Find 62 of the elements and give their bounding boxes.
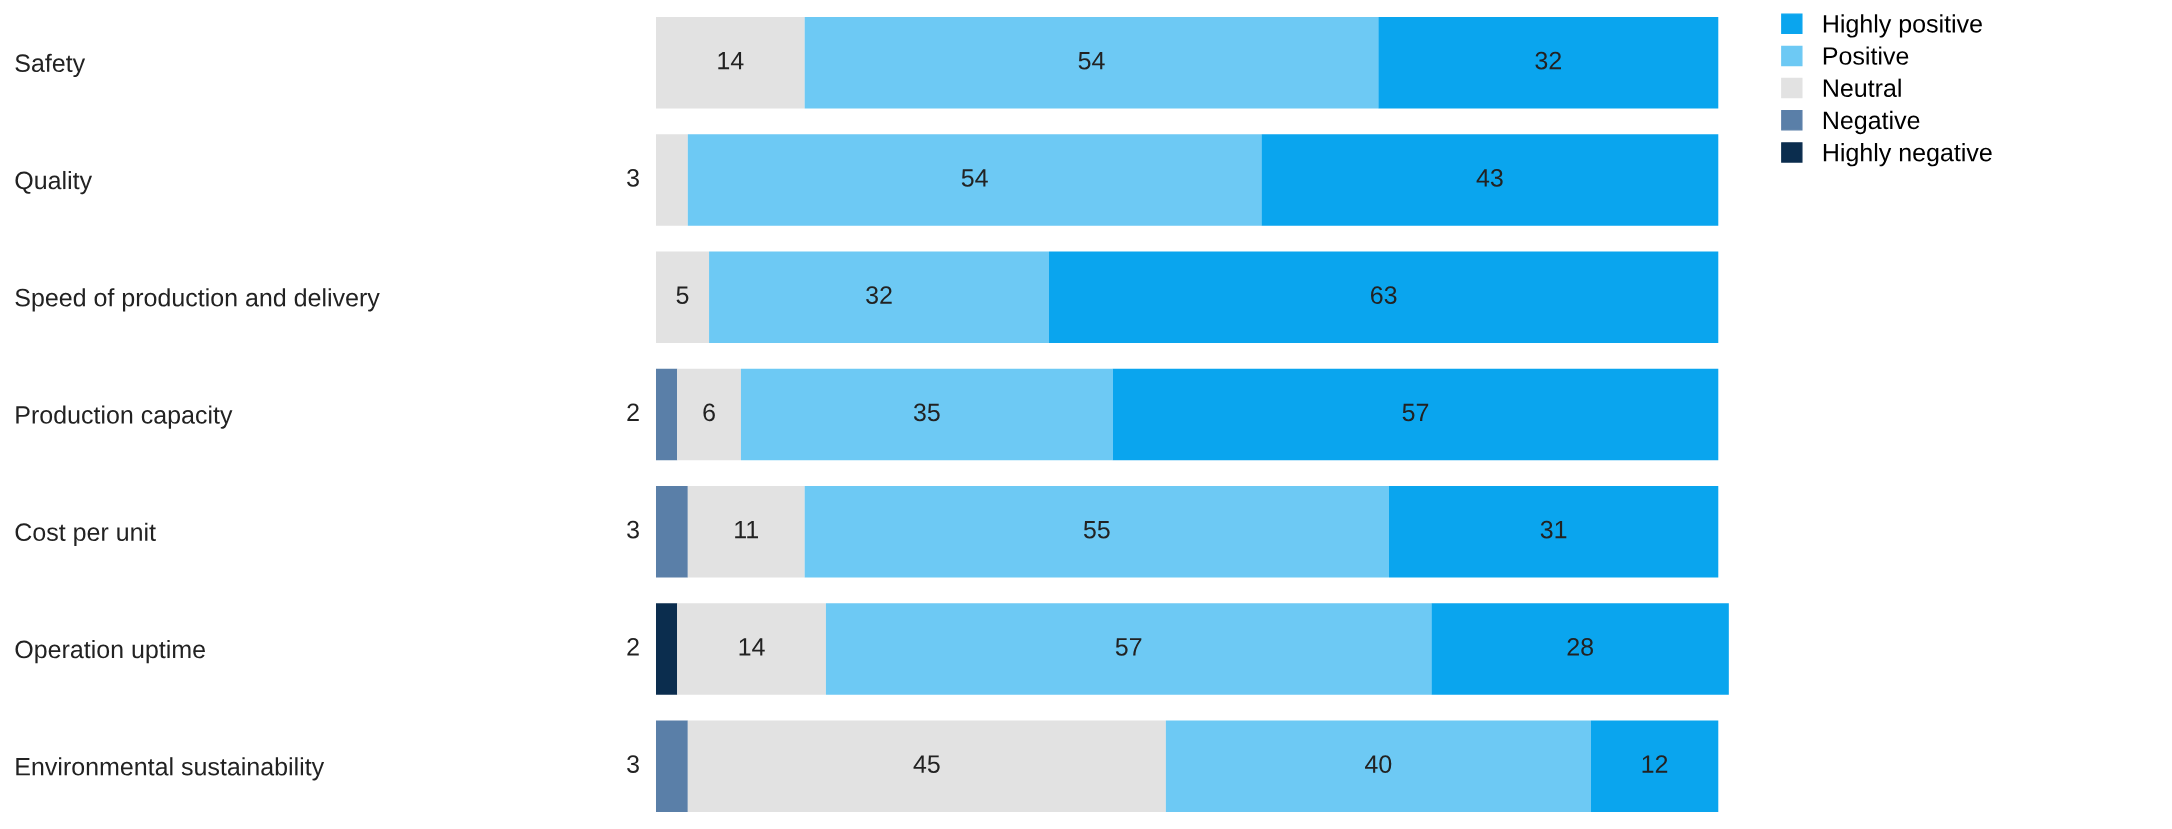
bar — [677, 368, 741, 461]
bar — [1590, 720, 1719, 812]
bar — [655, 368, 678, 461]
data-label: 45 — [913, 755, 940, 773]
bar — [1431, 603, 1729, 695]
y-tick-label: Safety — [15, 53, 86, 78]
data-label: 14 — [718, 52, 744, 70]
bar — [1378, 17, 1719, 109]
data-label: 5 — [676, 286, 689, 304]
bar — [655, 134, 688, 226]
bar — [687, 134, 1262, 226]
data-label: 54 — [961, 169, 988, 187]
data-label: 32 — [1535, 51, 1561, 70]
legend-label: Neutral — [1823, 78, 1901, 98]
y-tick-label: Speed of production and delivery — [15, 288, 380, 312]
data-label: 6 — [703, 403, 715, 422]
bar — [1049, 251, 1719, 343]
bar — [740, 368, 1113, 461]
data-label: 28 — [1567, 638, 1593, 656]
data-label: 57 — [1402, 403, 1429, 422]
y-tick-label: Quality — [15, 170, 93, 195]
data-label: 55 — [1083, 521, 1110, 539]
data-label: 3 — [627, 755, 639, 773]
data-label: 57 — [1115, 638, 1142, 656]
data-label: 2 — [627, 638, 639, 656]
bar — [655, 486, 688, 578]
data-label: 40 — [1365, 755, 1392, 773]
bar — [1388, 486, 1719, 578]
y-tick-label: Environmental sustainability — [16, 757, 325, 781]
bar — [1261, 134, 1719, 226]
data-label: 11 — [735, 521, 759, 539]
bar — [687, 486, 805, 578]
y-tick-label: Production capacity — [16, 405, 233, 429]
legend-label: Negative — [1823, 110, 1920, 135]
data-label: 12 — [1642, 755, 1668, 773]
bar — [655, 251, 710, 343]
bar — [709, 251, 1050, 343]
bar — [1112, 368, 1719, 461]
data-label: 31 — [1540, 520, 1567, 539]
data-label: 2 — [627, 403, 639, 421]
bar — [687, 720, 1166, 812]
data-label: 54 — [1078, 52, 1105, 70]
data-label: 63 — [1371, 286, 1397, 304]
data-label: 3 — [627, 520, 639, 539]
bar — [804, 486, 1389, 578]
data-label: 32 — [866, 286, 892, 304]
bar — [655, 603, 678, 695]
data-label: 35 — [913, 403, 940, 422]
bar — [655, 17, 805, 109]
legend-label: Highly positive — [1823, 14, 1982, 38]
data-label: 3 — [627, 169, 639, 187]
bar — [1165, 720, 1591, 812]
bar — [804, 17, 1379, 109]
legend-label: Positive — [1823, 46, 1909, 65]
bar — [825, 603, 1432, 695]
data-label: 14 — [739, 638, 765, 656]
bar — [677, 603, 826, 695]
data-label: 43 — [1476, 169, 1503, 187]
bar — [655, 720, 688, 812]
legend-label: Highly negative — [1823, 143, 1992, 167]
y-tick-label: Operation uptime — [15, 639, 205, 664]
y-tick-label: Cost per unit — [15, 522, 156, 546]
